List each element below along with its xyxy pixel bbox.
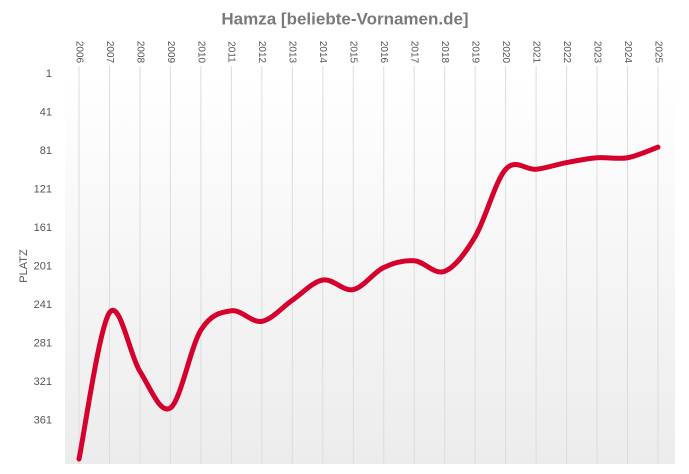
x-tick-label: 2024 [622, 41, 633, 64]
x-tick-label: 2021 [530, 41, 541, 64]
x-tick-label: 2022 [561, 41, 572, 64]
data-line [76, 144, 661, 462]
x-tick-label: 2007 [104, 41, 115, 64]
y-tick-label: 1 [46, 68, 52, 80]
x-tick-label: 2009 [165, 41, 176, 64]
x-tick-label: 2013 [287, 41, 298, 64]
x-tick-label: 2011 [226, 41, 237, 63]
x-tick-label: 2023 [591, 41, 602, 64]
y-tick-label: 41 [40, 106, 52, 118]
y-axis-label: PLATZ [18, 249, 30, 283]
x-tick-label: 2014 [317, 41, 328, 64]
x-tick-label: 2025 [652, 41, 663, 64]
x-tick-label: 2016 [378, 41, 389, 64]
x-tick-label: 2012 [256, 41, 267, 64]
x-tick-label: 2019 [470, 41, 481, 64]
x-tick-label: 2010 [195, 41, 206, 64]
x-tick-label: 2017 [409, 41, 420, 64]
y-tick-label: 121 [34, 183, 52, 195]
y-tick-label: 81 [40, 145, 52, 157]
plot-area [65, 74, 675, 464]
x-tick-label: 2020 [500, 41, 511, 64]
chart-title: Hamza [beliebte-Vornamen.de] [221, 9, 468, 28]
y-tick-label: 241 [34, 299, 52, 311]
x-tick-label: 2008 [134, 41, 145, 64]
y-tick-label: 281 [34, 337, 52, 349]
y-tick-label: 321 [34, 376, 52, 388]
x-tick-label: 2006 [73, 41, 84, 64]
y-tick-label: 201 [34, 260, 52, 272]
x-tick-label: 2015 [348, 41, 359, 64]
y-tick-label: 361 [34, 414, 52, 426]
y-tick-label: 161 [34, 222, 52, 234]
x-tick-label: 2018 [439, 41, 450, 64]
